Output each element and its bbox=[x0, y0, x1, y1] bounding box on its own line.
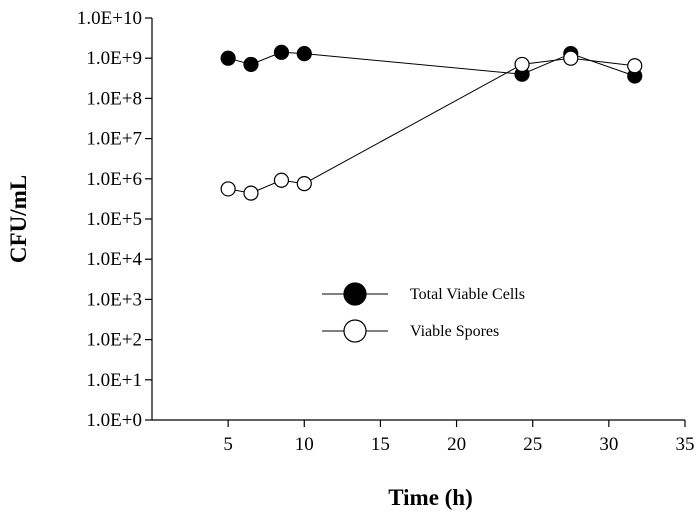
data-point-viable-spores bbox=[627, 58, 643, 74]
y-tick-label: 1.0E+5 bbox=[86, 209, 142, 230]
y-tick-label: 1.0E+6 bbox=[86, 169, 142, 190]
y-tick-label: 1.0E+3 bbox=[86, 289, 142, 310]
data-point-total-viable-cells bbox=[296, 46, 312, 62]
series-lines bbox=[227, 51, 635, 194]
data-point-viable-spores bbox=[296, 175, 312, 192]
data-point-total-viable-cells bbox=[243, 56, 259, 73]
x-tick-label: 10 bbox=[295, 434, 314, 455]
x-tick-label: 30 bbox=[599, 434, 618, 455]
data-point-viable-spores bbox=[220, 181, 236, 197]
x-tick-label: 5 bbox=[223, 434, 233, 455]
data-point-viable-spores bbox=[273, 172, 290, 188]
y-tick-label: 1.0E+4 bbox=[86, 249, 142, 270]
legend-label-total-viable-cells: Total Viable Cells bbox=[410, 286, 525, 303]
data-point-total-viable-cells bbox=[273, 44, 290, 60]
legend-marker-total-viable-cells bbox=[343, 282, 367, 306]
ticks: 5 10 15 20 25 30 35 1.0E+0 1.0E+1 1.0E+2 1.0E+3 1.0… bbox=[77, 8, 695, 455]
y-tick-label: 1.0E+2 bbox=[86, 330, 142, 351]
x-tick-label: 25 bbox=[523, 434, 542, 455]
legend-label-viable-spores: Viable Spores bbox=[410, 323, 499, 340]
y-tick-label: 1.0E+7 bbox=[86, 129, 142, 150]
data-points bbox=[220, 44, 643, 201]
data-point-total-viable-cells bbox=[220, 50, 236, 66]
x-axis-title: Time (h) bbox=[388, 485, 473, 510]
x-tick-label: 20 bbox=[447, 434, 466, 455]
data-point-viable-spores bbox=[514, 56, 530, 73]
y-axis-title: CFU/mL bbox=[6, 175, 31, 263]
y-tick-label: 1.0E+1 bbox=[86, 370, 142, 391]
data-point-viable-spores bbox=[243, 185, 259, 201]
y-tick-label: 1.0E+8 bbox=[86, 88, 142, 109]
axes bbox=[151, 18, 685, 421]
series-line-1 bbox=[228, 57, 635, 194]
y-tick-label: 1.0E+0 bbox=[86, 410, 142, 431]
data-point-viable-spores bbox=[563, 50, 579, 66]
y-tick-label: 1.0E+10 bbox=[77, 8, 142, 29]
legend: Total Viable Cells Viable Spores bbox=[322, 282, 525, 343]
y-tick-label: 1.0E+9 bbox=[86, 48, 142, 69]
x-tick-label: 15 bbox=[371, 434, 390, 455]
x-tick-label: 35 bbox=[676, 434, 695, 455]
legend-marker-viable-spores bbox=[343, 319, 367, 343]
